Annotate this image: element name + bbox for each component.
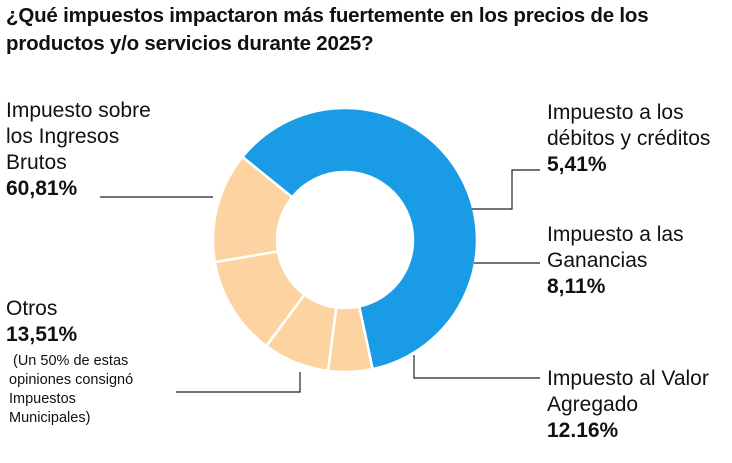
otros-note-line-1: (Un 50% de estas xyxy=(13,353,129,369)
label-iva: Impuesto al Valor Agregado 12.16% xyxy=(547,366,709,444)
chart-title: ¿Qué impuestos impactaron más fuertement… xyxy=(6,2,726,58)
chart-title-line-1: ¿Qué impuestos impactaron más fuertement… xyxy=(6,4,649,27)
label-debitos-line-1: Impuesto a los xyxy=(547,101,684,124)
leader-iva xyxy=(413,355,540,379)
label-iva-line-2: Agregado xyxy=(547,393,639,416)
label-iva-value: 12.16% xyxy=(547,419,619,442)
slice-otros xyxy=(211,155,294,264)
label-iibb-value: 60,81% xyxy=(6,177,78,200)
leader-lines xyxy=(100,169,540,393)
label-iibb-line-3: Brutos xyxy=(6,151,67,174)
label-iibb: Impuesto sobre los Ingresos Brutos 60,81… xyxy=(6,98,151,202)
label-otros: Otros 13,51% xyxy=(6,296,77,348)
label-debitos-value: 5,41% xyxy=(547,153,607,176)
label-otros-value: 13,51% xyxy=(6,323,78,346)
donut-slices xyxy=(211,106,479,374)
leader-debitos xyxy=(472,169,540,210)
label-ganancias-line-2: Ganancias xyxy=(547,249,648,272)
label-otros-line-1: Otros xyxy=(6,297,58,320)
otros-note-line-4: Municipales) xyxy=(9,410,91,426)
label-ganancias: Impuesto a las Ganancias 8,11% xyxy=(547,222,684,300)
label-iibb-line-2: los Ingresos xyxy=(6,125,120,148)
otros-note-line-3: Impuestos xyxy=(9,391,76,407)
label-ganancias-line-1: Impuesto a las xyxy=(547,223,684,246)
label-debitos-line-2: débitos y créditos xyxy=(547,127,711,150)
leader-otros xyxy=(176,372,301,393)
label-iibb-line-1: Impuesto sobre xyxy=(6,99,151,122)
slice-iibb xyxy=(240,106,479,371)
otros-note-line-2: opiniones consignó xyxy=(9,372,134,388)
otros-note: (Un 50% de estas opiniones consignó Impu… xyxy=(9,352,133,428)
chart-title-line-2: productos y/o servicios durante 2025? xyxy=(6,32,374,55)
label-debitos: Impuesto a los débitos y créditos 5,41% xyxy=(547,100,710,178)
label-ganancias-value: 8,11% xyxy=(547,275,606,298)
label-iva-line-1: Impuesto al Valor xyxy=(547,367,709,390)
